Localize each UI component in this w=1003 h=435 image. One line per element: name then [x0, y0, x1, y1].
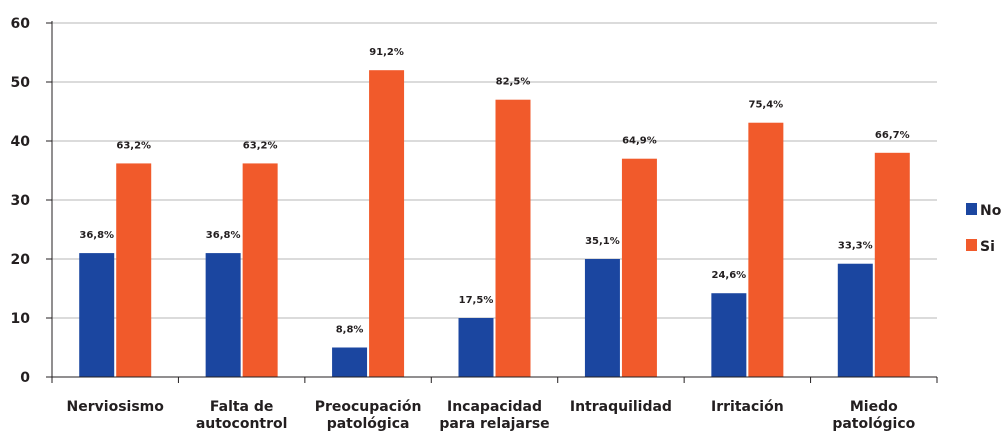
bars	[79, 70, 910, 378]
bar-si	[495, 99, 531, 377]
bar-no	[332, 347, 368, 377]
y-tick-label: 40	[11, 134, 31, 150]
x-tick-label-line: patológico	[832, 416, 915, 432]
data-label-no: 33,3%	[838, 241, 873, 252]
legend-label-si: Si	[980, 239, 995, 255]
x-tick-label-line: Preocupación	[315, 399, 422, 415]
legend: No Si	[966, 203, 1002, 255]
y-tick-label: 0	[20, 370, 30, 386]
x-tick-label-line: Incapacidad	[447, 399, 542, 415]
legend-swatch-no	[966, 203, 977, 215]
y-tick-label: 20	[11, 252, 31, 268]
legend-label-no: No	[980, 203, 1002, 219]
x-tick-label: Incapacidad para relajarse	[439, 399, 549, 432]
x-tick-label: Preocupación patológica	[315, 399, 422, 432]
bar-si	[621, 158, 657, 377]
x-tick-label-line: Falta de	[210, 399, 274, 415]
bar-si	[874, 152, 910, 377]
data-label-no: 24,6%	[712, 270, 747, 281]
bar-no	[711, 293, 747, 377]
bar-si	[116, 163, 152, 377]
data-label-si: 66,7%	[875, 130, 910, 141]
x-tick-label-line: Irritación	[711, 399, 784, 415]
bar-si	[242, 163, 278, 377]
bar-no	[837, 263, 873, 377]
y-tick-label: 10	[11, 311, 31, 327]
x-tick-label-line: Miedo	[850, 399, 898, 415]
data-label-no: 35,1%	[585, 236, 620, 247]
bar-si	[748, 122, 784, 378]
bar-no	[584, 259, 620, 377]
x-tick-label: Falta de autocontrol	[196, 399, 288, 432]
data-label-no: 17,5%	[459, 295, 494, 306]
data-labels: 36,8% 63,2% 36,8% 63,2% 8,8% 91,2% 17,5% 82,5% 3…	[79, 47, 909, 335]
x-tick-label-line: autocontrol	[196, 416, 288, 432]
x-tick-label-line: Intraquilidad	[570, 399, 672, 415]
bar-si	[369, 70, 405, 377]
bar-no	[458, 318, 494, 377]
x-tick-label: Miedo patológico	[832, 399, 915, 432]
x-tick-label: Nerviosismo	[67, 399, 165, 415]
y-tick-label: 60	[11, 16, 31, 32]
bar-no	[205, 253, 241, 377]
y-axis: 0 10 20 30 40 50 60	[11, 16, 53, 386]
x-tick-label: Intraquilidad	[570, 399, 672, 415]
x-axis: Nerviosismo Falta de autocontrol Preocupaci…	[51, 376, 938, 432]
data-label-si: 64,9%	[622, 136, 657, 147]
data-label-no: 36,8%	[206, 230, 241, 241]
data-label-si: 63,2%	[116, 140, 151, 151]
bar-no	[79, 253, 115, 377]
data-label-si: 75,4%	[749, 100, 784, 111]
legend-swatch-si	[966, 239, 977, 251]
y-tick-label: 30	[11, 193, 31, 209]
x-tick-label: Irritación	[711, 399, 784, 415]
gridlines	[52, 22, 937, 319]
data-label-no: 8,8%	[336, 325, 364, 336]
data-label-si: 63,2%	[243, 140, 278, 151]
data-label-si: 82,5%	[496, 77, 531, 88]
data-label-si: 91,2%	[369, 47, 404, 58]
x-tick-label-line: Nerviosismo	[67, 399, 165, 415]
x-tick-label-line: para relajarse	[439, 416, 549, 432]
y-tick-label: 50	[11, 75, 31, 91]
x-tick-label-line: patológica	[327, 416, 410, 432]
data-label-no: 36,8%	[79, 230, 114, 241]
